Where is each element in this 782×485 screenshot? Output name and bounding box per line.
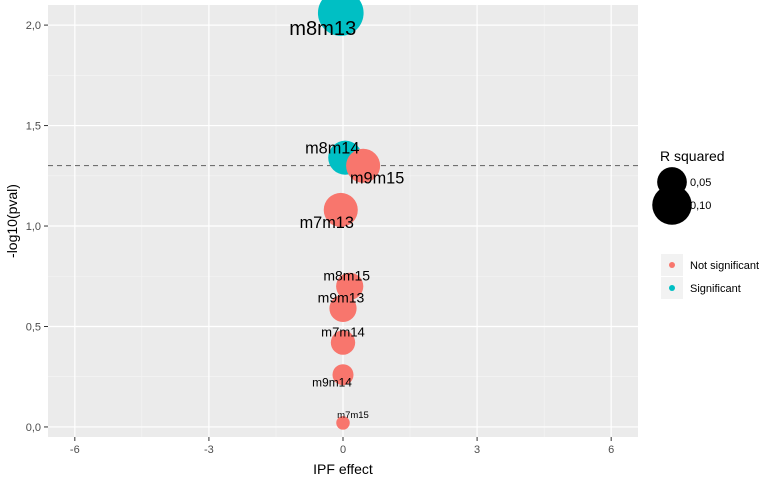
size-legend: 0,05 0,10 (652, 167, 711, 225)
y-tick-label: 1,5 (26, 121, 41, 133)
point-m7m13 (323, 192, 358, 227)
y-tick-label: 0,5 (26, 321, 41, 333)
size-legend-label: 0,05 (690, 177, 711, 189)
point-m9m14 (332, 364, 354, 386)
x-axis-title: IPF effect (313, 461, 373, 477)
data-points (317, 0, 381, 430)
point-m8m13 (317, 0, 364, 36)
y-axis-ticks: 0,0 0,5 1,0 1,5 2,0 (26, 20, 48, 434)
y-tick-label: 1,0 (26, 221, 41, 233)
x-tick-label: -3 (204, 444, 214, 456)
size-legend-label: 0,10 (690, 200, 711, 212)
x-tick-label: 6 (608, 444, 614, 456)
color-legend-label: Significant (690, 283, 741, 295)
point-label-m8m13: m8m13 (289, 18, 356, 40)
point-labels: m8m13 m8m14 m9m15 m7m13 m8m15 m9m13 m7m14 m9m14… (289, 18, 404, 421)
point-label-m8m15: m8m15 (323, 267, 370, 283)
size-legend-title: R squared (660, 148, 725, 164)
point-label-m8m14: m8m14 (305, 140, 359, 158)
x-axis-ticks: -6 -3 0 3 6 (70, 437, 614, 456)
point-label-m7m13: m7m13 (300, 214, 354, 232)
color-legend: Not significant Significant (661, 254, 759, 299)
x-tick-label: 0 (340, 444, 346, 456)
point-m8m15 (336, 272, 364, 300)
point-label-m9m15: m9m15 (350, 170, 404, 188)
color-legend-symbol (669, 285, 675, 291)
point-label-m9m13: m9m13 (318, 289, 365, 305)
point-label-m9m14: m9m14 (312, 376, 352, 390)
y-tick-label: 0,0 (26, 422, 41, 434)
color-legend-label: Not significant (690, 260, 759, 272)
y-tick-label: 2,0 (26, 20, 41, 32)
x-tick-label: 3 (474, 444, 480, 456)
point-m9m13 (329, 294, 357, 323)
point-m9m15 (346, 148, 381, 183)
point-label-m7m14: m7m14 (321, 325, 365, 340)
point-m7m14 (330, 330, 356, 355)
size-legend-symbol (652, 185, 692, 225)
point-m7m15 (336, 416, 350, 430)
point-label-m7m15: m7m15 (337, 410, 369, 421)
x-tick-label: -6 (70, 444, 80, 456)
color-legend-symbol (669, 262, 675, 268)
y-axis-title: -log10(pval) (4, 184, 20, 258)
